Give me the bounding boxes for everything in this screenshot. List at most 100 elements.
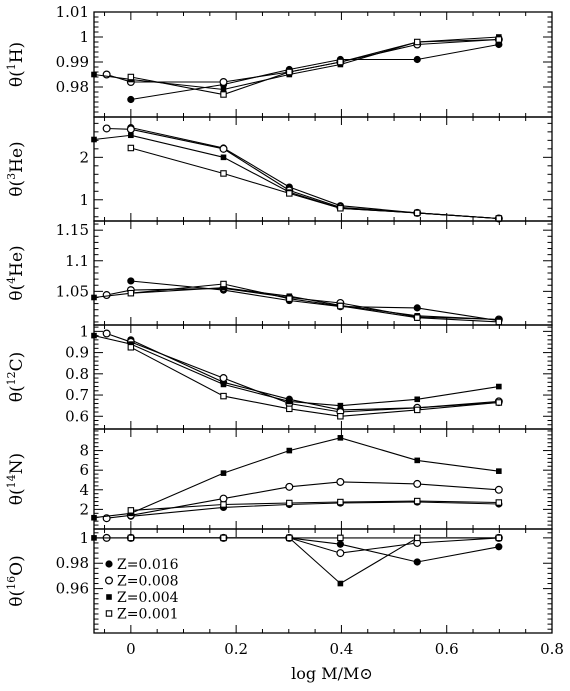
data-point [127, 73, 135, 81]
legend-marker [104, 576, 113, 585]
y-tick-label: 0.9 [65, 344, 89, 362]
series-open-circle [102, 124, 503, 223]
series-line [106, 127, 499, 220]
legend-marker [105, 610, 113, 617]
data-point [413, 534, 421, 542]
data-point [495, 543, 503, 551]
legend-item: Z=0.016 [105, 557, 179, 573]
data-point [413, 479, 422, 488]
y-tick-label: 1.01 [56, 3, 89, 21]
series-open-square [127, 280, 503, 326]
data-point [219, 374, 228, 383]
series-line [93, 437, 499, 519]
series-open-square [127, 534, 503, 542]
data-point [286, 295, 293, 302]
series-filled-square [91, 435, 502, 521]
data-point [413, 209, 421, 217]
data-point [337, 580, 344, 587]
series-line [130, 38, 499, 96]
data-point [127, 289, 135, 297]
data-point [495, 499, 503, 506]
y-tick-label: 0.7 [65, 386, 89, 404]
series-line [93, 287, 499, 321]
data-point [495, 399, 503, 406]
data-point [220, 534, 227, 542]
y-tick-label: 2 [79, 148, 89, 166]
data-point [336, 549, 345, 558]
data-point [127, 95, 135, 104]
y-tick-label: 0.8 [65, 365, 89, 383]
y-tick-label: 1 [79, 28, 89, 46]
series-line [130, 339, 499, 411]
data-point [337, 435, 344, 441]
panel-frame [93, 528, 553, 634]
x-tick-label: 0.4 [329, 640, 353, 658]
data-point [91, 514, 97, 521]
legend-marker [105, 560, 113, 568]
y-tick-label: 0.98 [56, 554, 89, 572]
y-tick-label: 4 [79, 481, 89, 499]
panel-5: 24 68 θ(14N) [5, 428, 553, 530]
x-tick-label: 0.8 [540, 640, 564, 658]
panel-4: 0.6 0.7 0.8 0.9 1 θ(12C) [5, 322, 553, 430]
x-axis-label: log M/M⊙ [291, 664, 373, 683]
series-line [130, 43, 499, 101]
data-point [220, 501, 227, 508]
data-point [91, 294, 97, 301]
y-axis-label: θ(3He) [5, 141, 27, 196]
data-point [286, 499, 293, 507]
series-line [106, 287, 499, 321]
legend-label: Z=0.001 [117, 607, 179, 623]
y-tick-label: 0.99 [56, 53, 89, 71]
x-tick-label: 0.6 [435, 640, 459, 658]
series-line [106, 38, 499, 83]
y-tick-label: 0.6 [65, 407, 89, 425]
series-line [130, 283, 499, 323]
legend-item: Z=0.008 [104, 574, 179, 590]
data-point [413, 406, 421, 414]
y-tick-label: 1 [79, 191, 89, 209]
legend-marker [106, 594, 112, 600]
data-point [496, 468, 502, 474]
data-point [286, 534, 293, 542]
y-tick-label: 2 [79, 500, 89, 518]
y-tick-label: 0.98 [56, 78, 89, 96]
data-point [337, 498, 344, 506]
data-point [285, 482, 294, 491]
data-point [337, 205, 344, 212]
data-point [220, 280, 227, 288]
series-line [106, 332, 499, 413]
data-point [220, 154, 227, 161]
panel-frame [93, 428, 553, 530]
series-line [130, 500, 499, 511]
data-point [127, 277, 135, 285]
data-point [494, 485, 503, 494]
data-point [127, 144, 135, 152]
y-tick-label: 1 [79, 322, 89, 340]
x-tick-labels: 0 0.2 0.4 0.6 0.8 [126, 640, 564, 658]
data-point [220, 392, 227, 400]
y-axis-label: θ(1H) [5, 42, 27, 87]
series-filled-square [91, 132, 502, 222]
panel-6: 0.96 0.98 1 θ(16O) [5, 528, 553, 634]
y-tick-label: 1 [79, 529, 89, 547]
y-tick-label: 1.1 [65, 252, 89, 270]
panel-2: 1 2 θ(3He) [5, 116, 553, 223]
data-point [336, 540, 344, 548]
series-line [130, 346, 499, 417]
y-tick-label: 8 [79, 442, 89, 460]
panel-frame [93, 116, 553, 222]
data-point [127, 534, 135, 542]
series-filled-circle [127, 40, 503, 104]
y-axis-label: θ(4He) [5, 245, 27, 300]
legend-label: Z=0.004 [117, 590, 179, 606]
legend-item: Z=0.004 [106, 590, 179, 606]
data-point [496, 383, 502, 390]
data-point [219, 144, 228, 153]
data-point [336, 477, 345, 486]
data-point [220, 86, 227, 93]
data-point [337, 302, 344, 310]
data-point [102, 124, 111, 133]
